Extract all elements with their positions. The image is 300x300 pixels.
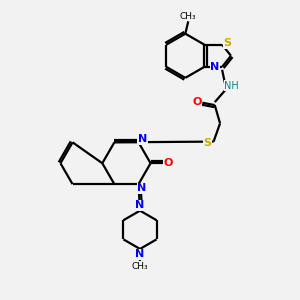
Text: O: O	[164, 158, 173, 168]
Text: O: O	[192, 97, 202, 107]
Text: N: N	[138, 134, 147, 144]
Text: CH₃: CH₃	[180, 11, 196, 20]
Text: N: N	[135, 200, 144, 210]
Text: N: N	[137, 183, 147, 193]
Text: CH₃: CH₃	[132, 262, 148, 271]
Text: NH: NH	[224, 81, 239, 91]
Text: S: S	[223, 38, 231, 48]
Text: N: N	[210, 62, 219, 72]
Text: S: S	[203, 138, 211, 148]
Text: N: N	[135, 249, 144, 259]
